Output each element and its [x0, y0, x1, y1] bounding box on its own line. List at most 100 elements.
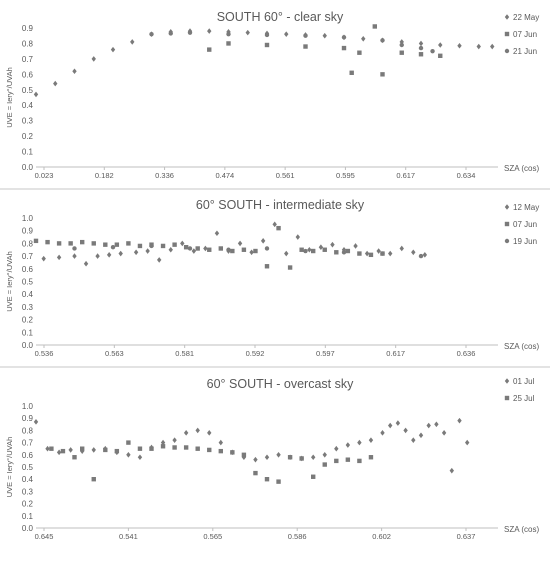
chart-intermediate-sky: 60° SOUTH - intermediate sky 0.0 0.1 0.2 0.3…	[5, 198, 539, 358]
data-point	[376, 248, 381, 254]
x-tick-label: 0.182	[95, 171, 114, 180]
data-point	[230, 450, 235, 455]
data-point	[276, 479, 281, 484]
data-point	[72, 455, 77, 460]
y-tick-label: 0.6	[22, 451, 34, 460]
x-tick-label: 0.636	[457, 349, 476, 358]
x-tick-label: 0.563	[105, 349, 124, 358]
data-point	[106, 252, 112, 258]
data-point	[476, 43, 481, 50]
y-tick-label: 0.5	[22, 86, 34, 95]
legend-marker	[504, 48, 510, 54]
data-point	[207, 430, 212, 436]
data-point	[418, 432, 424, 439]
data-point	[80, 239, 85, 245]
data-point	[418, 52, 424, 57]
data-point	[41, 255, 46, 262]
data-point	[253, 456, 258, 463]
data-point	[72, 246, 77, 251]
x-tick-label: 0.336	[155, 171, 174, 180]
chart-title: SOUTH 60° - clear sky	[217, 10, 344, 24]
data-point	[56, 449, 62, 456]
data-point	[237, 240, 243, 247]
data-point	[434, 421, 439, 428]
data-point	[372, 24, 377, 29]
data-point	[353, 243, 358, 249]
y-tick-label: 0.5	[22, 278, 34, 287]
data-point	[133, 249, 139, 256]
data-point	[322, 462, 327, 467]
data-point	[110, 245, 116, 250]
y-tick-label: 0.9	[22, 227, 34, 236]
x-axis-label: SZA (cos)	[504, 342, 539, 351]
panel-divider	[0, 188, 550, 190]
legend-label: 01 Jul	[513, 377, 535, 386]
data-point	[449, 467, 454, 474]
data-point	[80, 446, 85, 451]
y-axis-label: UVE = Iery°/UVAh	[5, 437, 14, 498]
data-point	[457, 417, 462, 424]
y-tick-label: 0.3	[22, 487, 34, 496]
data-point	[49, 446, 54, 451]
data-point	[272, 221, 277, 228]
data-point	[276, 225, 281, 231]
data-point	[180, 240, 185, 247]
series-22-may	[33, 28, 495, 98]
x-tick-label: 0.536	[35, 349, 54, 358]
y-tick-label: 0.0	[22, 524, 34, 533]
data-point	[422, 252, 428, 258]
data-point	[195, 446, 200, 451]
data-point	[418, 40, 424, 47]
x-tick-label: 0.592	[246, 349, 265, 358]
data-point	[172, 242, 177, 247]
data-point	[399, 42, 404, 48]
y-tick-label: 0.8	[22, 239, 34, 248]
data-point	[241, 452, 247, 457]
data-point	[403, 427, 408, 434]
y-tick-label: 0.7	[22, 252, 34, 261]
data-point	[56, 254, 62, 261]
data-point	[295, 234, 300, 240]
x-tick-label: 0.634	[457, 171, 476, 180]
data-point	[364, 250, 370, 257]
data-point	[457, 42, 462, 49]
data-point	[264, 42, 270, 48]
data-point	[33, 238, 39, 244]
data-point	[183, 430, 189, 436]
x-tick-label: 0.586	[288, 532, 307, 541]
data-point	[345, 457, 351, 462]
y-tick-label: 0.9	[22, 24, 34, 33]
chart-title: 60° SOUTH - overcast sky	[207, 377, 354, 391]
data-point	[126, 241, 131, 246]
data-point	[430, 48, 435, 54]
data-point	[349, 70, 354, 75]
data-point	[399, 50, 404, 55]
data-point	[137, 243, 143, 249]
x-tick-label: 0.645	[35, 532, 54, 541]
x-tick-label: 0.581	[175, 349, 194, 358]
data-point	[33, 91, 39, 98]
data-point	[160, 444, 166, 449]
chart-clear-sky: SOUTH 60° - clear sky 0.0 0.1 0.2 0.3 0.4 0.5 0…	[5, 10, 539, 180]
x-tick-label: 0.602	[372, 532, 391, 541]
data-point	[241, 247, 247, 252]
data-point	[318, 244, 324, 251]
data-point	[226, 41, 231, 46]
data-point	[68, 241, 73, 246]
chart-overcast-sky: 60° SOUTH - overcast sky 0.0 0.1 0.2 0.3 0.4 0…	[5, 377, 539, 541]
data-point	[33, 419, 39, 425]
data-point	[226, 31, 231, 37]
data-point	[311, 248, 316, 254]
y-axis-label: UVE = Iery°/UVAh	[5, 251, 14, 312]
data-point	[149, 446, 154, 451]
y-tick-label: 0.9	[22, 414, 34, 423]
data-point	[172, 445, 177, 450]
data-point	[68, 447, 73, 453]
data-point	[357, 439, 362, 446]
legend-marker	[504, 238, 510, 244]
x-tick-label: 0.565	[203, 532, 222, 541]
data-point	[380, 430, 385, 436]
data-point	[137, 446, 143, 451]
data-point	[341, 35, 347, 40]
data-point	[53, 80, 58, 87]
